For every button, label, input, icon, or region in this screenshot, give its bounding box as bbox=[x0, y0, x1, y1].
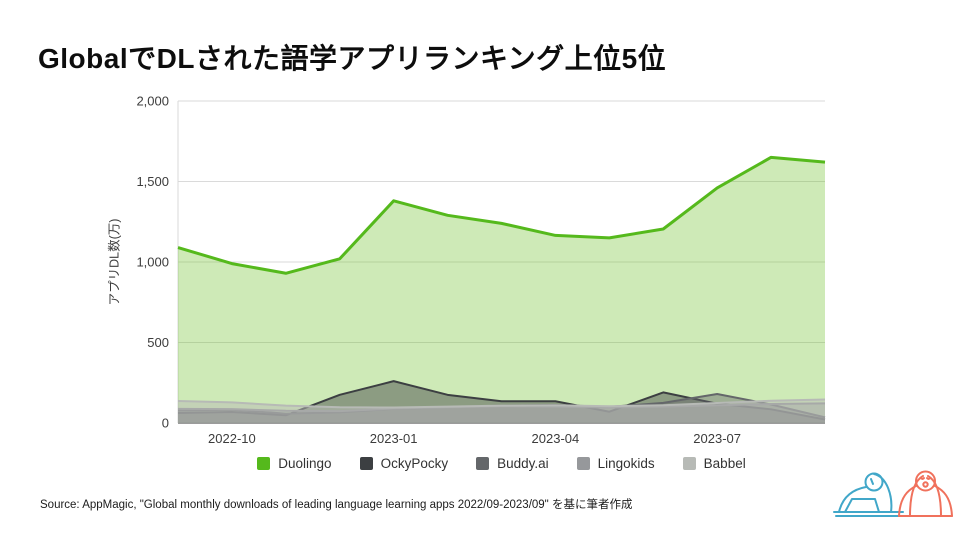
legend-label: Lingokids bbox=[597, 456, 655, 471]
blue-figure-icon bbox=[833, 472, 904, 517]
y-tick-label: 1,500 bbox=[136, 174, 169, 189]
two-figures-logo-icon bbox=[833, 470, 953, 517]
legend-label: Duolingo bbox=[278, 456, 332, 471]
legend-item-ockypocky: OckyPocky bbox=[359, 456, 449, 471]
y-tick-label: 0 bbox=[162, 416, 169, 431]
legend-item-lingokids: Lingokids bbox=[576, 456, 655, 471]
y-axis-title: アプリDL数(万) bbox=[107, 218, 122, 306]
legend-swatch-icon bbox=[576, 457, 590, 470]
legend-item-buddy-ai: Buddy.ai bbox=[476, 456, 549, 471]
page-title: GlobalでDLされた語学アプリランキング上位5位 bbox=[38, 42, 667, 74]
x-tick-label: 2023-04 bbox=[532, 431, 580, 446]
x-tick-label: 2023-07 bbox=[693, 431, 741, 446]
downloads-area-chart: 0 500 1,000 1,500 2,000 2022-10 2023-01 2023-04… bbox=[136, 94, 826, 446]
chart-canvas: 0 500 1,000 1,500 2,000 2022-10 2023-01 2023-04… bbox=[136, 94, 826, 446]
legend-label: Buddy.ai bbox=[497, 456, 549, 471]
line-babbel bbox=[177, 398, 826, 409]
legend-swatch-icon bbox=[682, 457, 696, 470]
legend-item-babbel: Babbel bbox=[682, 456, 746, 471]
source-note: Source: AppMagic, "Global monthly downlo… bbox=[40, 499, 633, 511]
legend-item-duolingo: Duolingo bbox=[257, 456, 332, 471]
area-duolingo bbox=[178, 157, 825, 423]
legend-swatch-icon bbox=[476, 457, 490, 470]
y-tick-label: 2,000 bbox=[136, 94, 169, 109]
y-tick-label: 500 bbox=[147, 335, 169, 350]
coral-figure-icon bbox=[898, 470, 953, 517]
legend-label: Babbel bbox=[703, 456, 746, 471]
chart-legend: Duolingo OckyPocky Buddy.ai Lingokids Babbel bbox=[178, 456, 825, 471]
legend-swatch-icon bbox=[257, 457, 271, 470]
y-tick-label: 1,000 bbox=[136, 255, 169, 270]
x-tick-label: 2022-10 bbox=[208, 431, 256, 446]
legend-swatch-icon bbox=[359, 457, 373, 470]
legend-label: OckyPocky bbox=[380, 456, 449, 471]
line-duolingo bbox=[177, 155, 826, 275]
x-tick-label: 2023-01 bbox=[370, 431, 418, 446]
